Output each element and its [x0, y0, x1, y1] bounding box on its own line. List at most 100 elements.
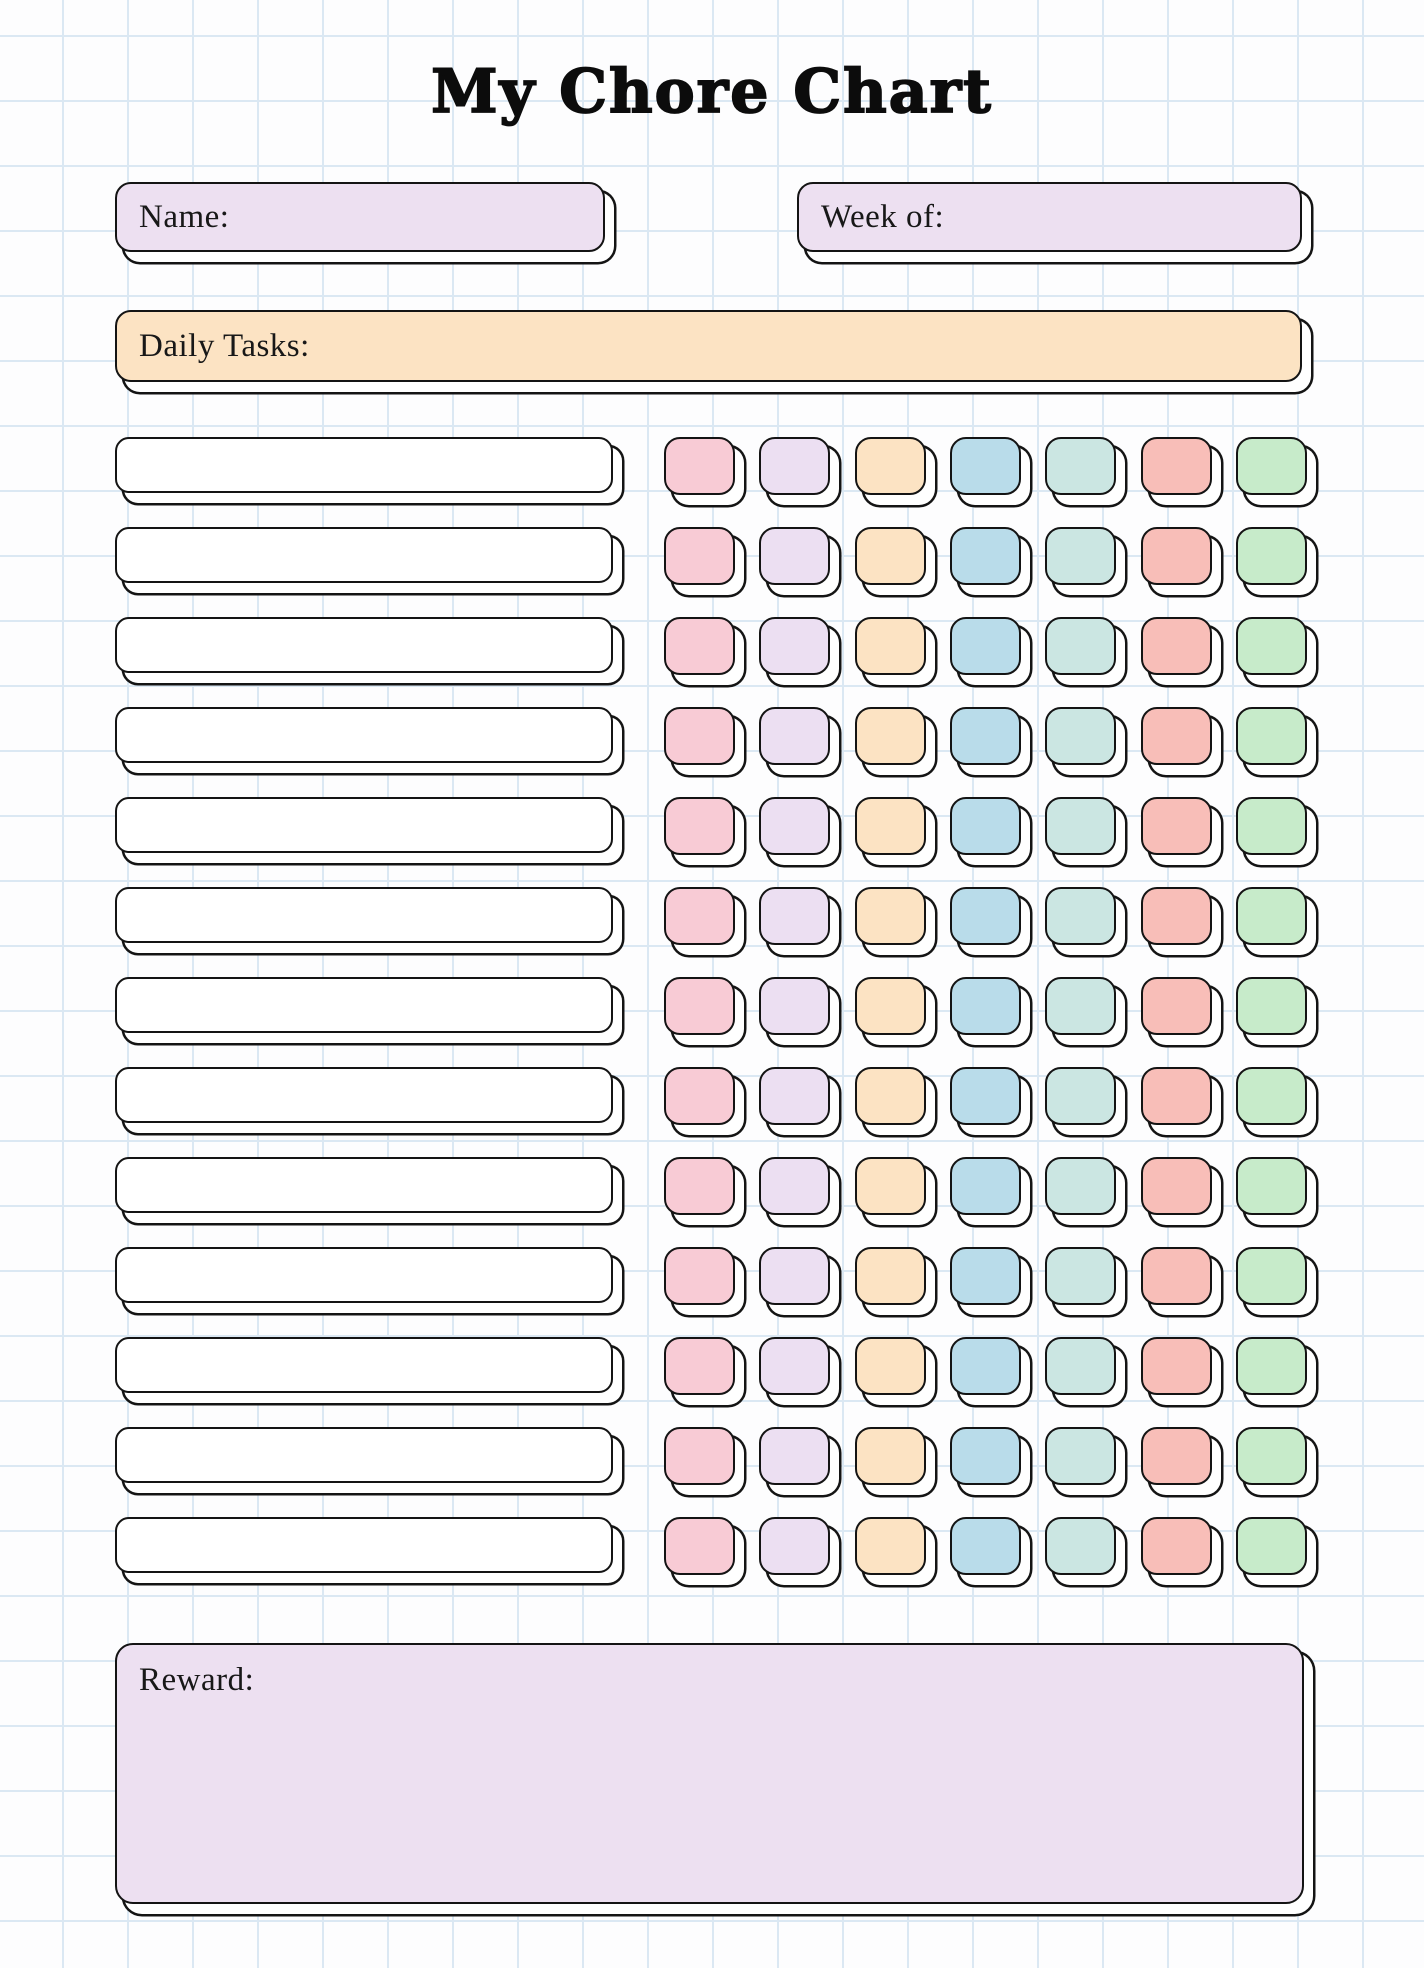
checkbox-day-7[interactable]: [1235, 1247, 1307, 1305]
checkbox-day-1[interactable]: [664, 1517, 735, 1575]
checkbox-day-4[interactable]: [949, 1067, 1021, 1125]
checkbox-day-3[interactable]: [854, 707, 926, 765]
checkbox-day-6[interactable]: [1140, 707, 1212, 765]
checkbox-day-2[interactable]: [759, 887, 831, 945]
checkbox-day-5[interactable]: [1045, 707, 1117, 765]
task-input[interactable]: [115, 617, 613, 673]
name-field[interactable]: Name:: [115, 182, 605, 252]
checkbox-day-5[interactable]: [1045, 1157, 1117, 1215]
task-input[interactable]: [115, 437, 613, 493]
checkbox-day-5[interactable]: [1045, 1427, 1117, 1485]
task-input[interactable]: [115, 1247, 613, 1303]
checkbox-day-6[interactable]: [1140, 437, 1212, 495]
checkbox-day-3[interactable]: [854, 1337, 926, 1395]
task-input[interactable]: [115, 1427, 613, 1483]
checkbox-day-1[interactable]: [664, 1247, 735, 1305]
checkbox-day-7[interactable]: [1235, 1337, 1307, 1395]
reward-field[interactable]: Reward:: [115, 1643, 1304, 1904]
checkbox-day-1[interactable]: [664, 617, 735, 675]
checkbox-day-3[interactable]: [854, 1157, 926, 1215]
checkbox-day-7[interactable]: [1235, 1517, 1307, 1575]
checkbox-day-2[interactable]: [759, 707, 831, 765]
checkbox-day-4[interactable]: [949, 1247, 1021, 1305]
checkbox-day-6[interactable]: [1140, 527, 1212, 585]
checkbox-day-1[interactable]: [664, 1337, 735, 1395]
checkbox-day-7[interactable]: [1235, 1067, 1307, 1125]
checkbox-day-4[interactable]: [949, 527, 1021, 585]
checkbox-day-2[interactable]: [759, 1157, 831, 1215]
checkbox-day-1[interactable]: [664, 1157, 735, 1215]
task-input[interactable]: [115, 1157, 613, 1213]
checkbox-day-5[interactable]: [1045, 437, 1117, 495]
checkbox-day-7[interactable]: [1235, 527, 1307, 585]
checkbox-day-7[interactable]: [1235, 887, 1307, 945]
checkbox-day-6[interactable]: [1140, 1337, 1212, 1395]
checkbox-day-1[interactable]: [664, 527, 735, 585]
checkbox-day-2[interactable]: [759, 797, 831, 855]
task-input[interactable]: [115, 797, 613, 853]
checkbox-day-6[interactable]: [1140, 1517, 1212, 1575]
checkbox-day-2[interactable]: [759, 1067, 831, 1125]
checkbox-day-2[interactable]: [759, 977, 831, 1035]
checkbox-day-2[interactable]: [759, 1337, 831, 1395]
checkbox-day-3[interactable]: [854, 797, 926, 855]
checkbox-day-4[interactable]: [949, 887, 1021, 945]
checkbox-day-5[interactable]: [1045, 887, 1117, 945]
checkbox-day-3[interactable]: [854, 617, 926, 675]
checkbox-day-1[interactable]: [664, 887, 735, 945]
checkbox-day-3[interactable]: [854, 437, 926, 495]
week-of-field[interactable]: Week of:: [797, 182, 1302, 252]
checkbox-day-2[interactable]: [759, 437, 831, 495]
checkbox-day-1[interactable]: [664, 977, 735, 1035]
checkbox-day-1[interactable]: [664, 797, 735, 855]
checkbox-day-5[interactable]: [1045, 797, 1117, 855]
checkbox-day-4[interactable]: [949, 1517, 1021, 1575]
checkbox-day-1[interactable]: [664, 1067, 735, 1125]
checkbox-day-4[interactable]: [949, 1337, 1021, 1395]
checkbox-day-2[interactable]: [759, 1517, 831, 1575]
checkbox-day-4[interactable]: [949, 977, 1021, 1035]
checkbox-day-7[interactable]: [1235, 707, 1307, 765]
checkbox-day-7[interactable]: [1235, 617, 1307, 675]
checkbox-day-6[interactable]: [1140, 1067, 1212, 1125]
checkbox-day-4[interactable]: [949, 437, 1021, 495]
checkbox-day-7[interactable]: [1235, 797, 1307, 855]
checkbox-day-3[interactable]: [854, 887, 926, 945]
checkbox-day-3[interactable]: [854, 1247, 926, 1305]
checkbox-day-7[interactable]: [1235, 1157, 1307, 1215]
checkbox-day-6[interactable]: [1140, 887, 1212, 945]
checkbox-day-1[interactable]: [664, 437, 735, 495]
checkbox-day-2[interactable]: [759, 1247, 831, 1305]
checkbox-day-6[interactable]: [1140, 1427, 1212, 1485]
checkbox-day-7[interactable]: [1235, 1427, 1307, 1485]
checkbox-day-1[interactable]: [664, 1427, 735, 1485]
task-input[interactable]: [115, 1337, 613, 1393]
task-input[interactable]: [115, 887, 613, 943]
task-input[interactable]: [115, 1067, 613, 1123]
checkbox-day-7[interactable]: [1235, 437, 1307, 495]
checkbox-day-3[interactable]: [854, 1067, 926, 1125]
checkbox-day-3[interactable]: [854, 527, 926, 585]
checkbox-day-6[interactable]: [1140, 1157, 1212, 1215]
checkbox-day-7[interactable]: [1235, 977, 1307, 1035]
checkbox-day-3[interactable]: [854, 977, 926, 1035]
checkbox-day-1[interactable]: [664, 707, 735, 765]
checkbox-day-6[interactable]: [1140, 797, 1212, 855]
checkbox-day-5[interactable]: [1045, 617, 1117, 675]
checkbox-day-4[interactable]: [949, 1427, 1021, 1485]
checkbox-day-6[interactable]: [1140, 977, 1212, 1035]
task-input[interactable]: [115, 1517, 613, 1573]
checkbox-day-2[interactable]: [759, 617, 831, 675]
checkbox-day-4[interactable]: [949, 1157, 1021, 1215]
checkbox-day-5[interactable]: [1045, 1337, 1117, 1395]
task-input[interactable]: [115, 977, 613, 1033]
checkbox-day-5[interactable]: [1045, 977, 1117, 1035]
checkbox-day-5[interactable]: [1045, 1067, 1117, 1125]
checkbox-day-6[interactable]: [1140, 1247, 1212, 1305]
task-input[interactable]: [115, 707, 613, 763]
checkbox-day-5[interactable]: [1045, 1247, 1117, 1305]
checkbox-day-3[interactable]: [854, 1517, 926, 1575]
checkbox-day-5[interactable]: [1045, 1517, 1117, 1575]
checkbox-day-4[interactable]: [949, 707, 1021, 765]
checkbox-day-4[interactable]: [949, 617, 1021, 675]
